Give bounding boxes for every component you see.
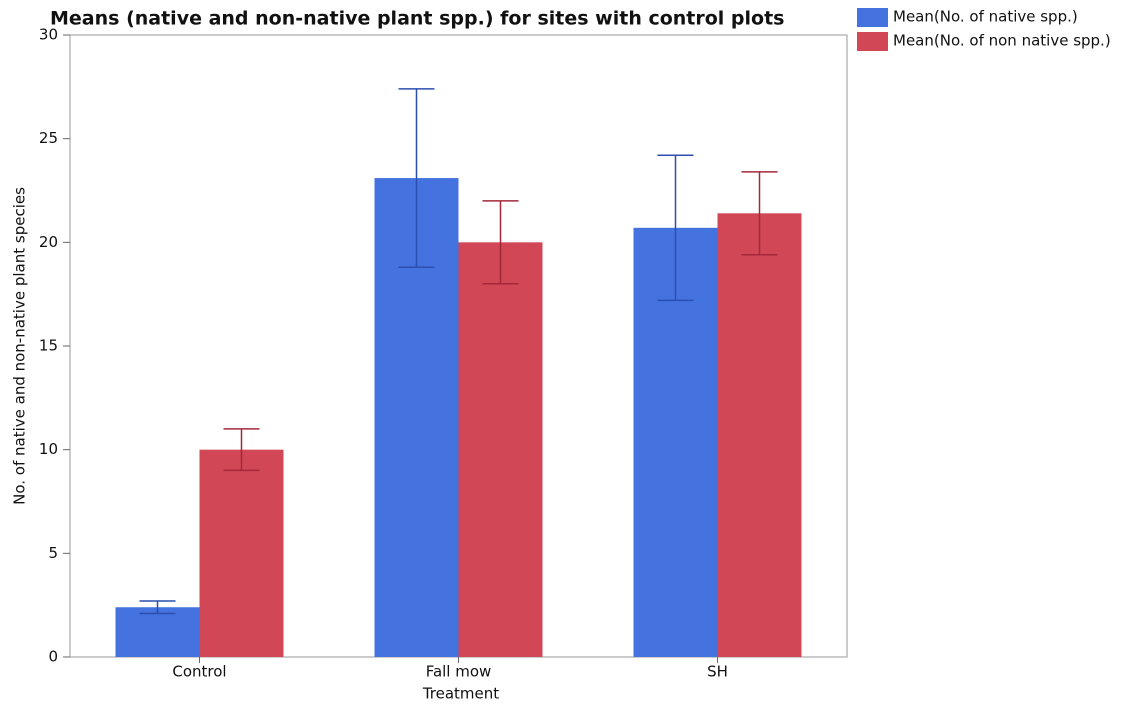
bar bbox=[199, 449, 284, 657]
legend-swatch bbox=[857, 32, 888, 51]
y-tick-label: 10 bbox=[39, 440, 58, 458]
x-tick-label: Fall mow bbox=[426, 663, 492, 681]
y-tick-label: 30 bbox=[39, 26, 58, 44]
y-tick-label: 25 bbox=[39, 129, 58, 147]
legend-label: Mean(No. of native spp.) bbox=[893, 8, 1078, 26]
x-axis-title: Treatment bbox=[422, 685, 499, 703]
y-axis-title: No. of native and non-native plant speci… bbox=[11, 187, 29, 505]
chart-title: Means (native and non-native plant spp.)… bbox=[50, 8, 785, 30]
legend-swatch bbox=[857, 8, 888, 27]
y-tick-label: 0 bbox=[48, 648, 58, 666]
bar bbox=[717, 213, 802, 657]
y-tick-label: 15 bbox=[39, 337, 58, 355]
x-tick-label: Control bbox=[172, 663, 226, 681]
bar bbox=[115, 607, 200, 657]
bar bbox=[458, 242, 543, 658]
y-tick-label: 5 bbox=[48, 544, 58, 562]
y-tick-label: 20 bbox=[39, 233, 58, 251]
legend-label: Mean(No. of non native spp.) bbox=[893, 32, 1111, 50]
x-tick-label: SH bbox=[707, 663, 728, 681]
